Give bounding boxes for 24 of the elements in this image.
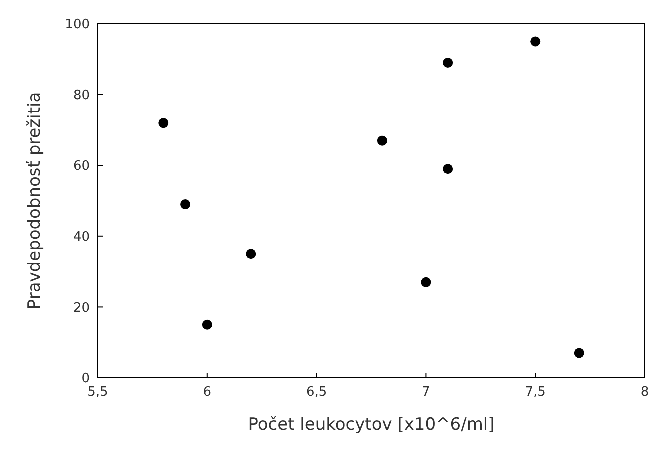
x-tick-label: 6 [203, 385, 212, 400]
point [158, 118, 169, 128]
x-tick-label: 7,5 [525, 385, 546, 400]
x-tick-label: 5,5 [88, 385, 108, 400]
x-axis-title: Počet leukocytov [x10^6/ml] [248, 415, 495, 435]
y-tick-label: 60 [73, 159, 90, 174]
point [377, 136, 388, 146]
point [246, 249, 256, 260]
x-tick-label: 6,5 [306, 385, 328, 400]
x-tick-label: 7 [422, 385, 430, 400]
point [180, 200, 191, 210]
point [574, 348, 584, 358]
y-tick-label: 100 [65, 18, 90, 33]
y-tick-label: 0 [82, 372, 90, 387]
point [443, 58, 454, 68]
x-tick-label: 8 [640, 385, 650, 400]
y-axis-title: Pravdepodobnosť prežitia [25, 92, 45, 310]
point [421, 277, 432, 288]
point [443, 164, 454, 174]
point [530, 36, 541, 47]
y-tick-label: 20 [73, 300, 90, 316]
y-tick-label: 40 [73, 230, 90, 245]
point [202, 320, 212, 330]
y-tick-label: 80 [73, 88, 90, 104]
